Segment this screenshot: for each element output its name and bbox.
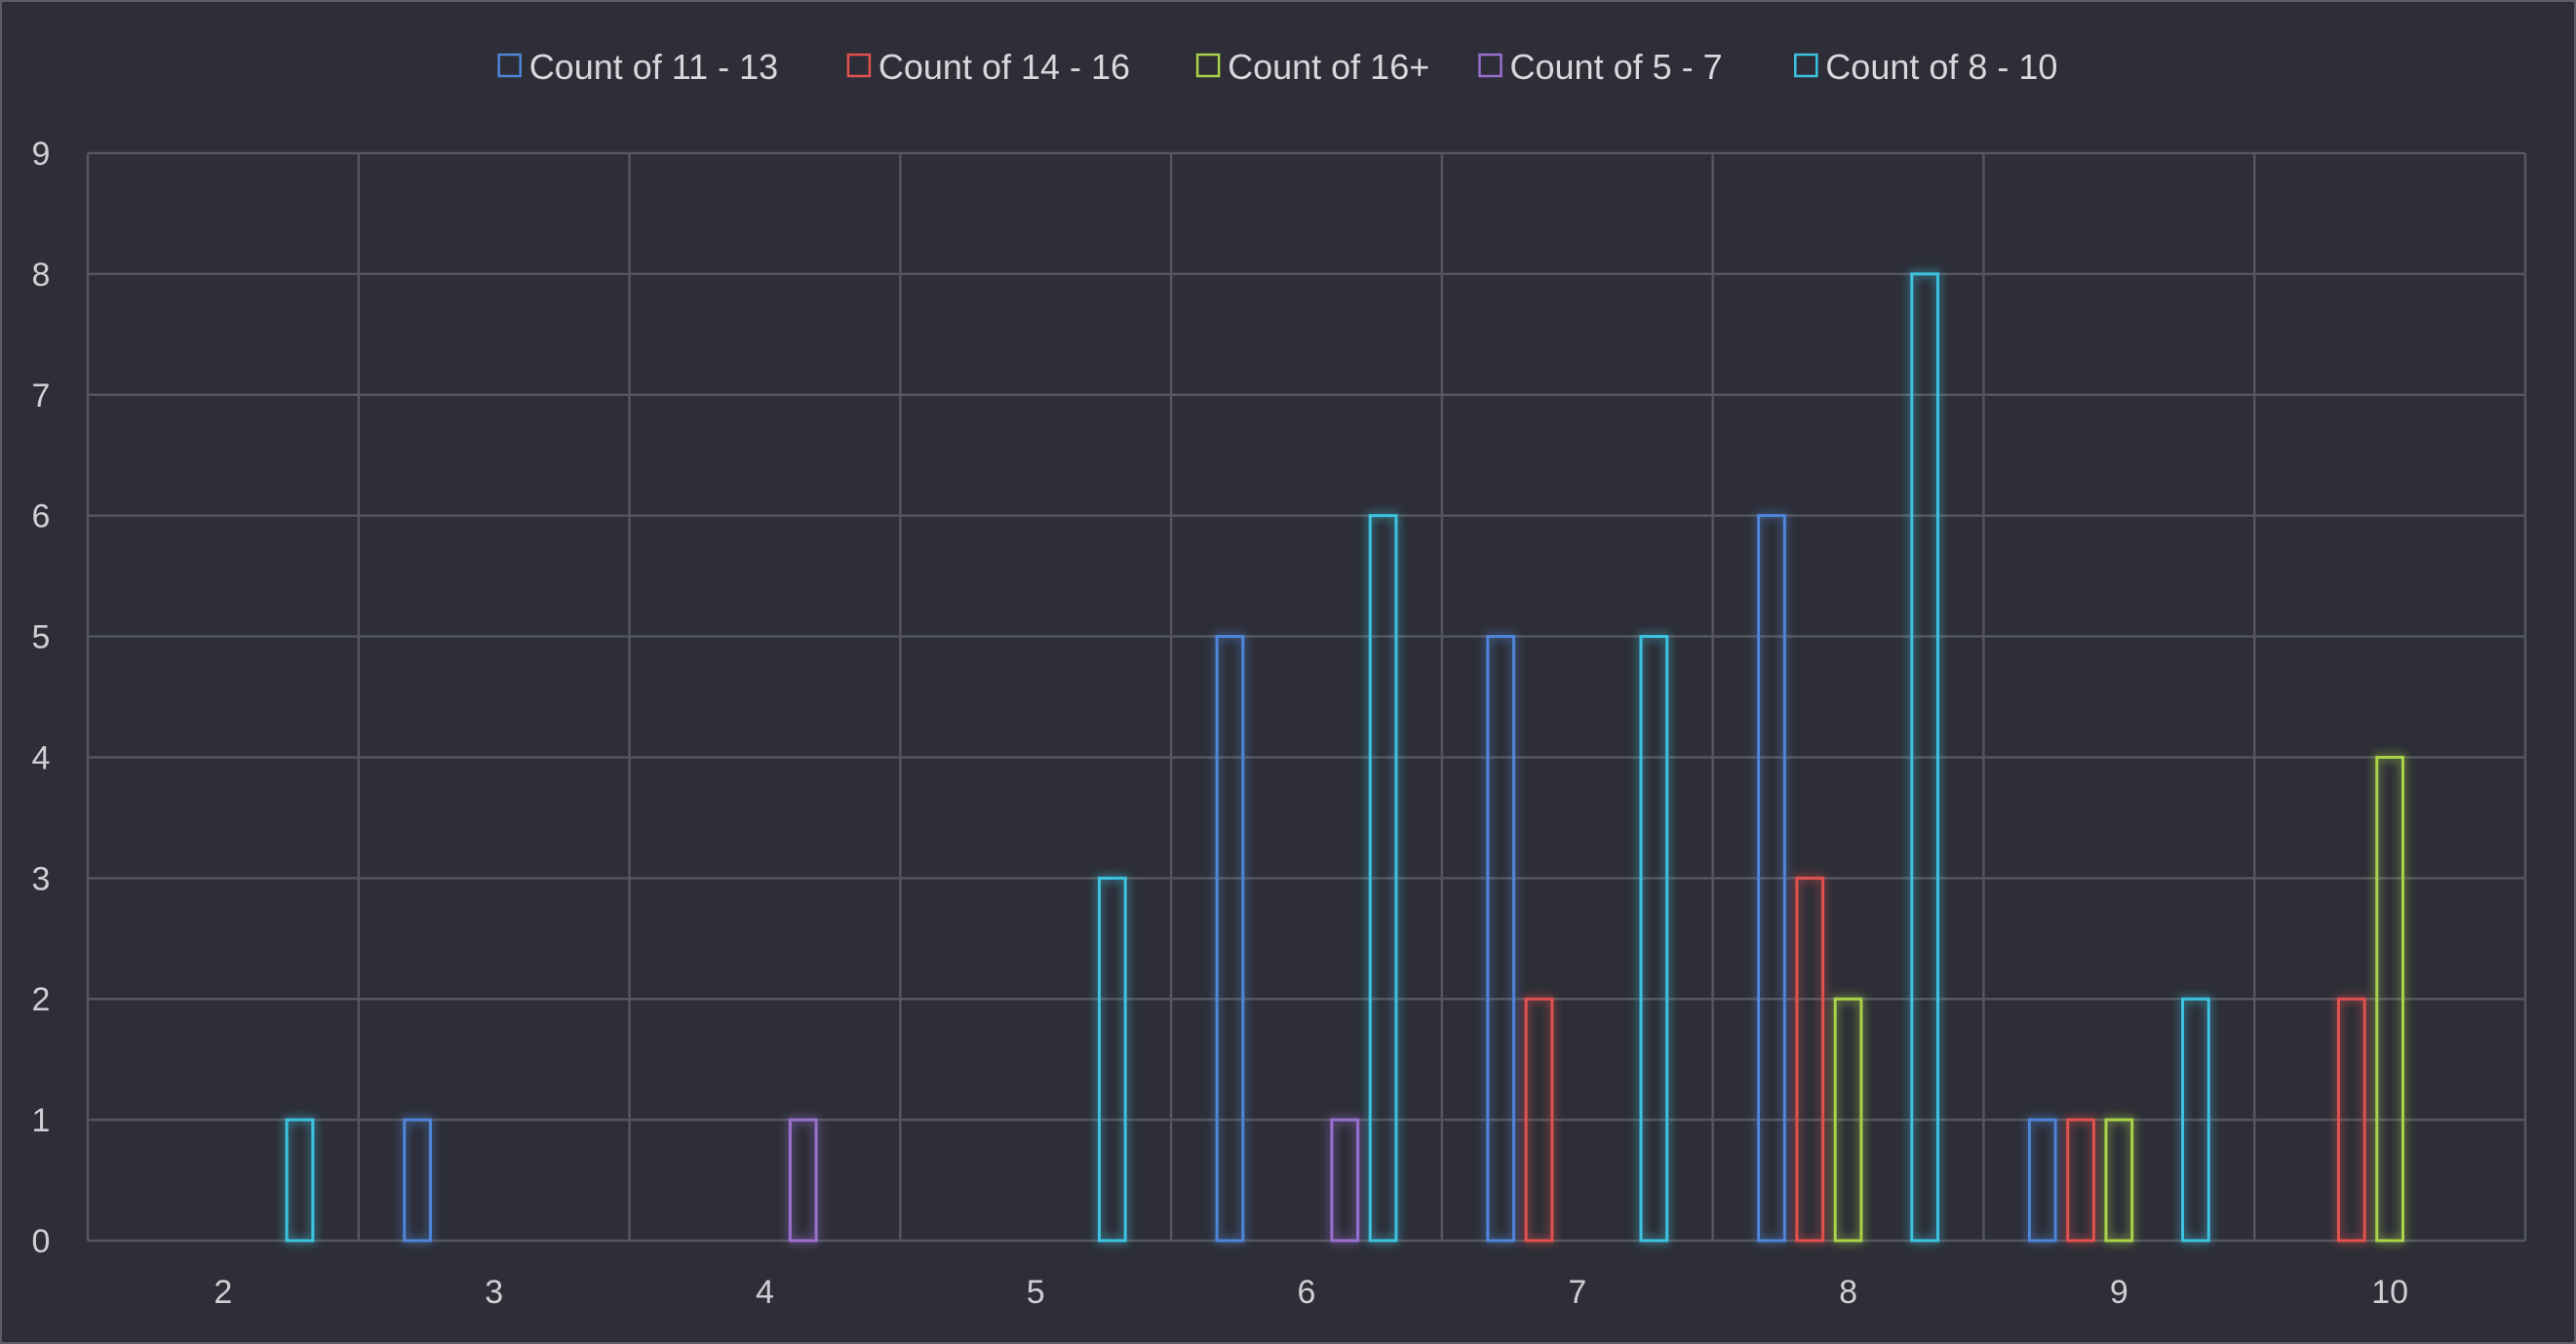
legend-swatch	[1478, 53, 1503, 78]
y-tick-label: 2	[32, 981, 51, 1018]
x-tick-label: 6	[1298, 1274, 1316, 1311]
y-axis: 0 1 2 3 4 5 6 7 8 9	[32, 136, 51, 1260]
x-tick-label: 2	[214, 1274, 232, 1311]
x-axis: 2 3 4 5 6 7 8 9 10	[214, 1274, 2408, 1311]
x-tick-label: 5	[1027, 1274, 1045, 1311]
bar-count-of-16--9	[2104, 1118, 2134, 1243]
bar-count-of-8-10-9	[2181, 997, 2210, 1243]
bar-count-of-11-13-7	[1486, 635, 1516, 1243]
legend-swatch	[846, 53, 872, 78]
bar-count-of-5-7-6	[1330, 1118, 1360, 1243]
bar-count-of-5-7-4	[788, 1118, 818, 1243]
bar-count-of-11-13-8	[1757, 514, 1786, 1243]
legend-item[interactable]: Count of 11 - 13	[497, 47, 779, 87]
bar-count-of-16--10	[2375, 755, 2404, 1243]
bar-count-of-14-16-10	[2336, 997, 2366, 1243]
legend-label: Count of 5 - 7	[1510, 47, 1723, 87]
x-tick-label: 10	[2371, 1274, 2408, 1311]
legend-label: Count of 14 - 16	[878, 47, 1130, 87]
bar-count-of-8-10-2	[285, 1118, 315, 1243]
y-tick-label: 4	[32, 739, 51, 776]
x-tick-label: 9	[2110, 1274, 2128, 1311]
bar-count-of-8-10-7	[1639, 635, 1669, 1243]
x-tick-label: 4	[756, 1274, 774, 1311]
legend: Count of 11 - 13 Count of 14 - 16 Count of…	[497, 47, 2057, 87]
x-tick-label: 8	[1839, 1274, 1857, 1311]
legend-swatch	[1794, 53, 1818, 78]
legend-label: Count of 11 - 13	[529, 47, 779, 87]
y-tick-label: 9	[32, 136, 51, 173]
legend-item[interactable]: Count of 8 - 10	[1794, 47, 2057, 87]
bar-count-of-14-16-7	[1524, 997, 1554, 1243]
y-tick-label: 7	[32, 377, 51, 415]
y-tick-label: 6	[32, 498, 51, 535]
legend-label: Count of 8 - 10	[1825, 47, 2057, 87]
grid	[86, 151, 2527, 1243]
bar-count-of-16--8	[1833, 997, 1863, 1243]
bars	[285, 272, 2404, 1243]
legend-swatch	[497, 53, 522, 78]
legend-item[interactable]: Count of 5 - 7	[1478, 47, 1723, 87]
bar-count-of-8-10-8	[1910, 272, 1939, 1243]
x-tick-label: 3	[485, 1274, 503, 1311]
bar-count-of-14-16-9	[2066, 1118, 2095, 1243]
x-tick-label: 7	[1568, 1274, 1586, 1311]
legend-item[interactable]: Count of 16+	[1195, 47, 1429, 87]
y-tick-label: 8	[32, 257, 51, 294]
bar-count-of-11-13-6	[1215, 635, 1245, 1243]
y-tick-label: 3	[32, 860, 51, 897]
y-tick-label: 1	[32, 1102, 51, 1139]
y-tick-label: 5	[32, 619, 51, 656]
legend-item[interactable]: Count of 14 - 16	[846, 47, 1130, 87]
bar-count-of-8-10-6	[1368, 514, 1398, 1243]
y-tick-label: 0	[32, 1223, 51, 1260]
bar-count-of-11-13-9	[2027, 1118, 2057, 1243]
bar-count-of-14-16-8	[1795, 876, 1825, 1243]
bar-count-of-11-13-3	[403, 1118, 432, 1243]
bar-count-of-8-10-5	[1097, 876, 1127, 1243]
legend-swatch	[1195, 53, 1221, 78]
legend-label: Count of 16+	[1228, 47, 1429, 87]
